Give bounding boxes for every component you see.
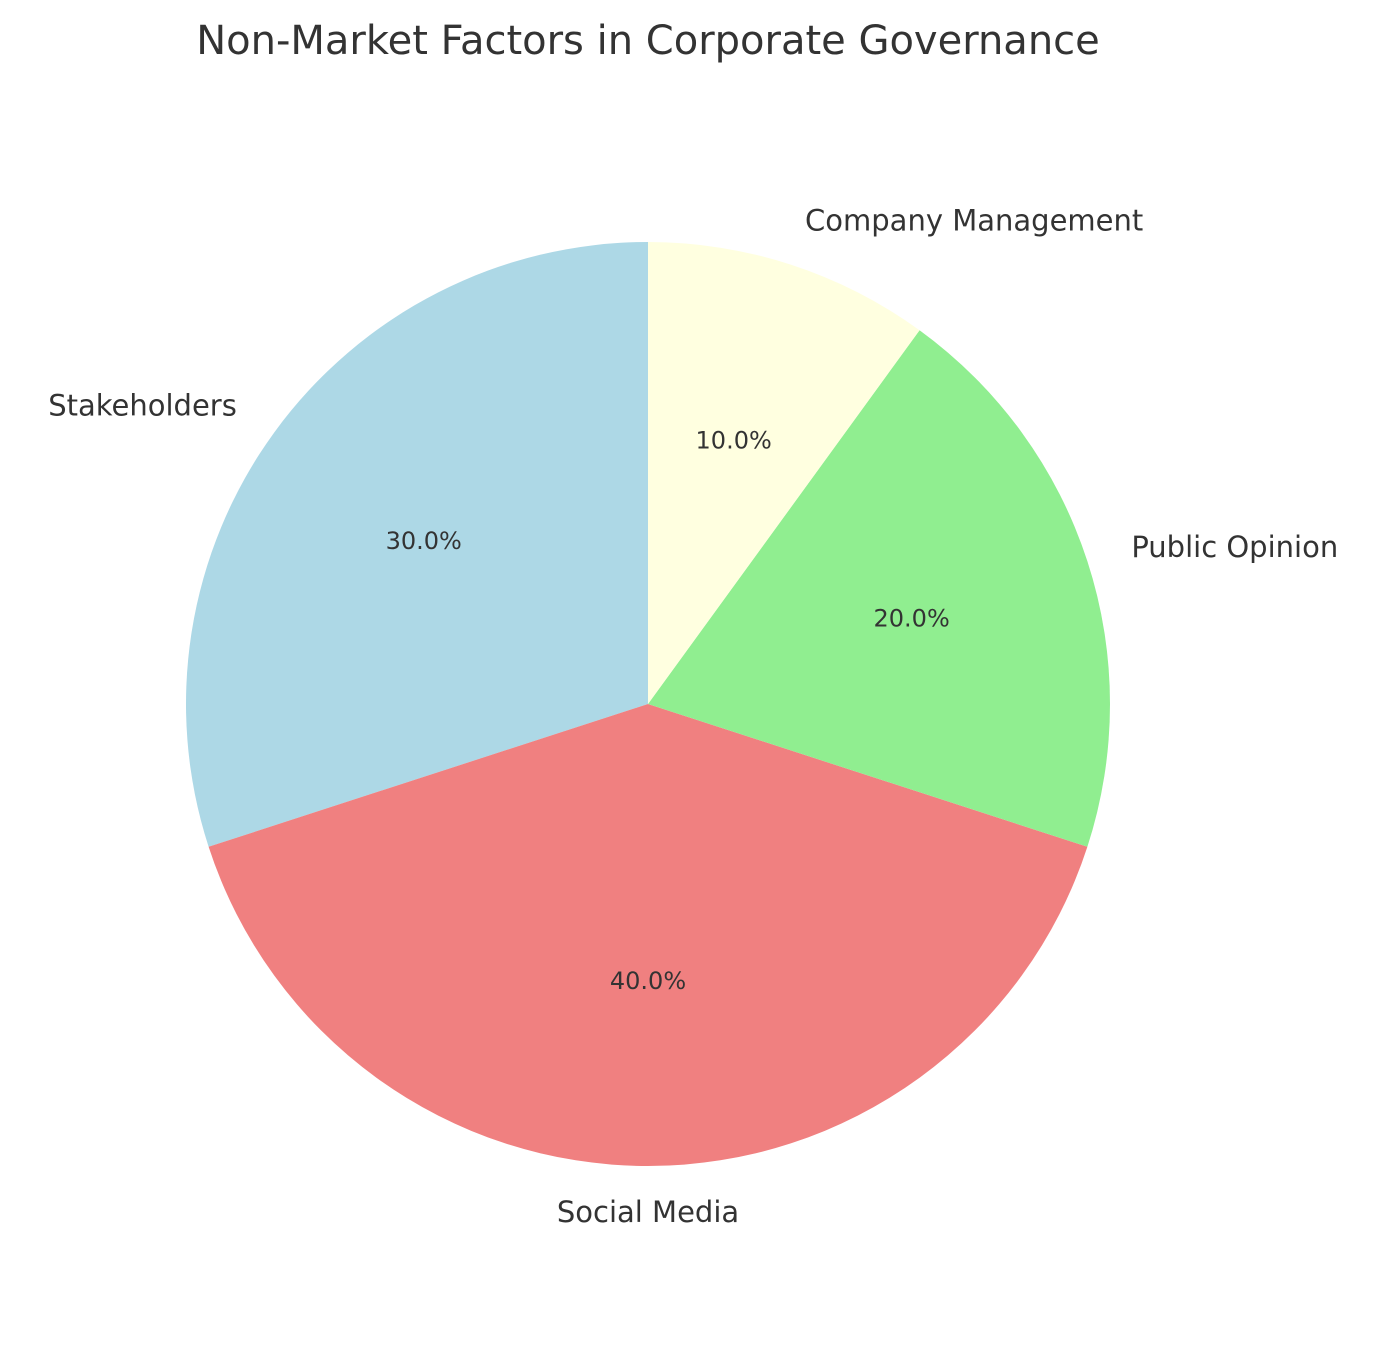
pie-labels: Stakeholders 30.0% Social Media 40.0% Public…: [48, 204, 1338, 1230]
pie-slices: [185, 242, 1110, 1166]
percent-label-public-opinion: 20.0%: [874, 604, 950, 632]
pie-slice-public-opinion: [648, 330, 1110, 847]
slice-label-public-opinion: Public Opinion: [1131, 530, 1338, 564]
chart-title: Non-Market Factors in Corporate Governan…: [196, 18, 1100, 64]
slice-label-social-media: Social Media: [557, 1195, 739, 1229]
pie-slice-social-media: [208, 704, 1088, 1166]
percent-label-company-management: 10.0%: [696, 426, 772, 454]
pie-slice-stakeholders: [185, 242, 648, 847]
percent-label-stakeholders: 30.0%: [386, 527, 462, 555]
percent-label-social-media: 40.0%: [610, 967, 686, 995]
slice-label-company-management: Company Management: [805, 204, 1143, 238]
slice-label-stakeholders: Stakeholders: [48, 388, 237, 422]
pie-slice-company-management: [648, 242, 920, 704]
